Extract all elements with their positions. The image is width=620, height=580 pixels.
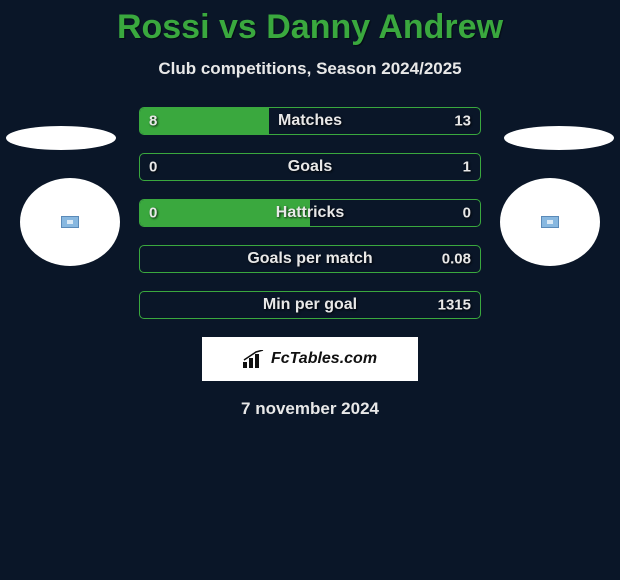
stat-row-min-per-goal: Min per goal 1315 — [139, 291, 481, 319]
stat-value-right: 1315 — [438, 297, 471, 314]
stat-label: Goals — [288, 158, 332, 176]
bar-chart-icon — [243, 350, 265, 368]
date-label: 7 november 2024 — [0, 399, 620, 419]
stat-value-right: 0 — [463, 205, 471, 222]
stat-value-right: 1 — [463, 159, 471, 176]
stat-value-right: 13 — [454, 113, 471, 130]
stat-label: Hattricks — [276, 204, 344, 222]
stat-bar-left — [140, 108, 269, 134]
stat-label: Min per goal — [263, 296, 357, 314]
stat-row-goals: 0 Goals 1 — [139, 153, 481, 181]
brand-badge[interactable]: FcTables.com — [202, 337, 418, 381]
stat-value-left: 0 — [149, 205, 157, 222]
stat-value-left: 0 — [149, 159, 157, 176]
stat-label: Matches — [278, 112, 342, 130]
brand-label: FcTables.com — [271, 350, 377, 368]
page-title: Rossi vs Danny Andrew — [0, 0, 620, 47]
page-subtitle: Club competitions, Season 2024/2025 — [0, 59, 620, 79]
stat-row-hattricks: 0 Hattricks 0 — [139, 199, 481, 227]
stats-list: 8 Matches 13 0 Goals 1 0 Hattricks 0 — [0, 107, 620, 319]
comparison-card: Rossi vs Danny Andrew Club competitions,… — [0, 0, 620, 580]
stat-row-goals-per-match: Goals per match 0.08 — [139, 245, 481, 273]
stat-value-left: 8 — [149, 113, 157, 130]
stat-label: Goals per match — [247, 250, 372, 268]
stat-value-right: 0.08 — [442, 251, 471, 268]
stat-row-matches: 8 Matches 13 — [139, 107, 481, 135]
